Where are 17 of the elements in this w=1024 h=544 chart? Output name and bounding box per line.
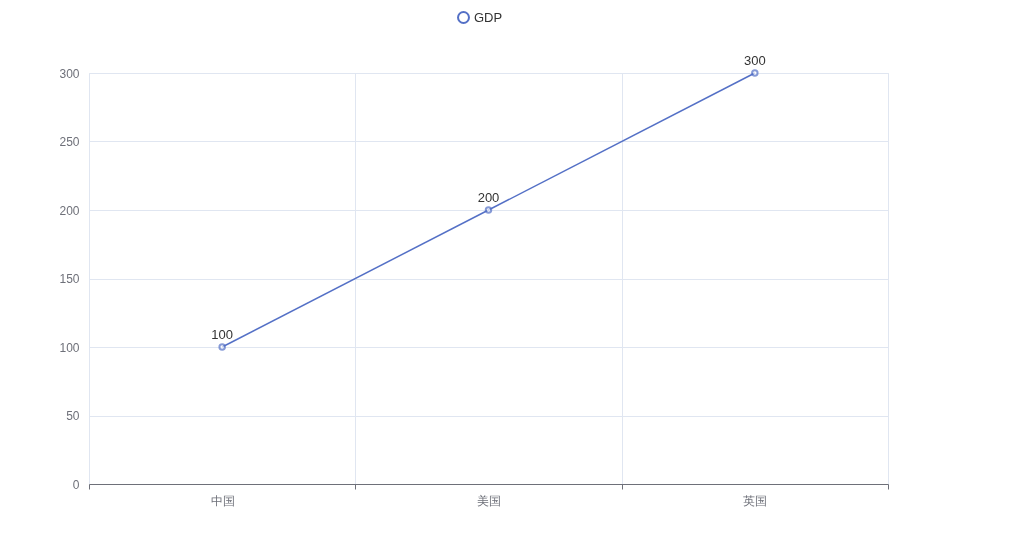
point	[751, 69, 759, 77]
y-tick-label: 100	[59, 340, 80, 355]
y-tick-label: 250	[59, 135, 80, 149]
x-tick-label: 中国	[210, 493, 235, 508]
data-label: 200	[477, 190, 500, 205]
data-label: 100	[211, 327, 234, 342]
data-label: 300	[743, 53, 766, 68]
y-tick-label: 50	[66, 409, 80, 423]
point	[484, 206, 493, 214]
x-tick-label: 英国	[743, 493, 768, 508]
point	[218, 343, 226, 351]
y-tick-label: 200	[59, 203, 80, 218]
y-tick-label: 0	[72, 477, 80, 492]
legend-label: GDP	[474, 9, 503, 25]
x-tick-label: 美国	[477, 493, 501, 508]
y-tick-label: 300	[59, 66, 80, 81]
y-tick-label: 150	[59, 272, 80, 286]
